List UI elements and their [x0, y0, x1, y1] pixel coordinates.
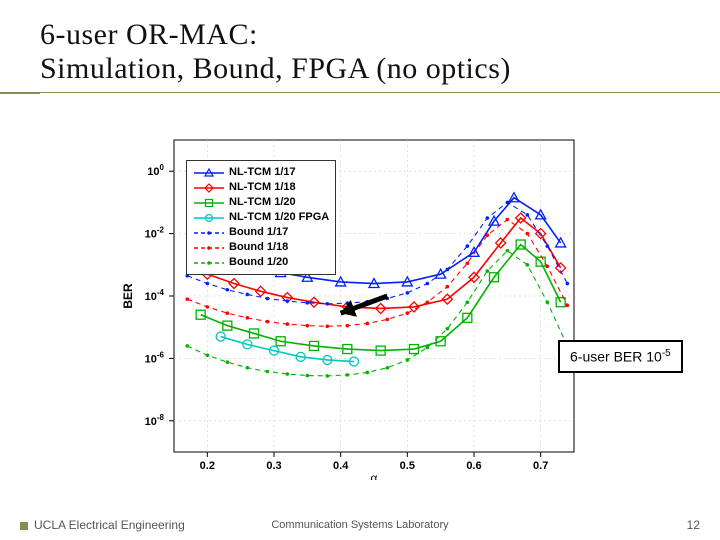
title-line-2: Simulation, Bound, FPGA (no optics)	[40, 52, 680, 86]
svg-text:0.2: 0.2	[200, 460, 215, 472]
footer: UCLA Electrical Engineering Communicatio…	[0, 510, 720, 540]
chart-legend: NL-TCM 1/17NL-TCM 1/18NL-TCM 1/20NL-TCM …	[186, 160, 336, 275]
svg-text:α: α	[371, 471, 378, 480]
footer-left: UCLA Electrical Engineering	[20, 518, 185, 532]
footer-page: 12	[687, 518, 700, 532]
callout-annotation: 6-user BER 10-5	[558, 340, 683, 373]
svg-text:10-4: 10-4	[145, 288, 165, 303]
callout-text: 6-user BER 10	[570, 349, 662, 365]
footer-bullet-icon	[20, 522, 28, 530]
svg-text:0.6: 0.6	[466, 460, 481, 472]
svg-text:0.5: 0.5	[400, 460, 415, 472]
svg-text:0.4: 0.4	[333, 460, 349, 472]
svg-text:0.3: 0.3	[266, 460, 281, 472]
footer-left-text: UCLA Electrical Engineering	[34, 518, 185, 532]
ber-chart: 0.2 0.3 0.4 0.5 0.6 0.7 α 10-8 10-6 10-4 10-2 100 BE…	[120, 132, 600, 480]
svg-text:10-6: 10-6	[145, 350, 165, 365]
svg-text:0.7: 0.7	[533, 460, 548, 472]
svg-text:10-2: 10-2	[145, 226, 165, 241]
svg-text:100: 100	[147, 163, 164, 178]
svg-text:BER: BER	[121, 283, 135, 309]
callout-sup: -5	[662, 348, 671, 359]
svg-text:10-8: 10-8	[145, 413, 165, 428]
title-line-1: 6-user OR-MAC:	[40, 18, 680, 52]
